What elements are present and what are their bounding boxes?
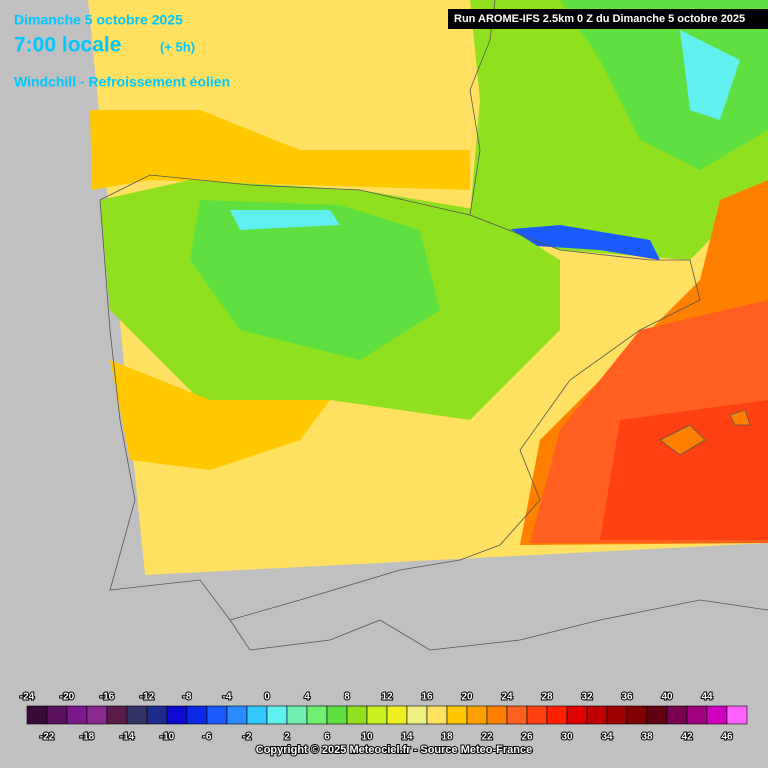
legend-label: 32 [581,692,593,703]
legend-label: 36 [621,692,633,703]
legend: -24-22-20-18-16-14-12-10-8-6-4-202468101… [19,691,748,744]
legend-label: -12 [140,692,155,703]
north-spain-cold [190,200,440,360]
sea-zone [90,110,470,190]
legend-label: -4 [223,692,232,703]
med-warmer [600,400,768,540]
legend-label: -10 [160,732,175,743]
legend-label: 30 [561,732,573,743]
menorca [729,409,751,426]
legend-label: 8 [344,692,350,703]
legend-swatch [226,705,248,725]
legend-swatch [686,705,708,725]
southwest-zone [110,360,330,470]
legend-swatch [646,705,668,725]
time-label: 7:00 locale [14,34,121,57]
legend-swatch [46,705,68,725]
legend-label: 44 [701,692,713,703]
legend-label: 2 [284,732,290,743]
legend-swatch [526,705,548,725]
legend-label: 12 [381,692,393,703]
legend-label: 16 [421,692,433,703]
legend-swatch [626,705,648,725]
coastline-east [229,214,701,621]
legend-label: -16 [100,692,115,703]
run-box [448,9,768,29]
legend-swatch [486,705,508,725]
legend-label: 6 [324,732,330,743]
legend-swatch [546,705,568,725]
legend-swatch [406,705,428,725]
legend-swatch [666,705,688,725]
coastline-south [99,199,768,651]
legend-swatch [606,705,628,725]
legend-swatch [726,705,748,725]
legend-label: 34 [601,732,613,743]
legend-swatch [386,705,408,725]
legend-swatch [86,705,108,725]
legend-swatch [326,705,348,725]
legend-swatch [446,705,468,725]
legend-swatch [426,705,448,725]
legend-label: -2 [243,732,252,743]
copyright: Copyright © 2025 Meteociel.fr - Source M… [256,744,532,756]
legend-label: -8 [183,692,192,703]
legend-label: 0 [264,692,270,703]
run-label: Run AROME-IFS 2.5km 0 Z du Dimanche 5 oc… [454,13,745,25]
legend-swatch [706,705,728,725]
pyrenees [500,225,660,260]
legend-label: 24 [501,692,513,703]
legend-label: -6 [203,732,212,743]
legend-swatch [106,705,128,725]
legend-swatch [346,705,368,725]
legend-label: 14 [401,732,413,743]
legend-swatch [506,705,528,725]
legend-label: 42 [681,732,693,743]
legend-swatch [166,705,188,725]
legend-label: -14 [120,732,135,743]
legend-label: 18 [441,732,453,743]
legend-label: -20 [60,692,75,703]
legend-swatch [566,705,588,725]
legend-swatch [366,705,388,725]
legend-label: 26 [521,732,533,743]
legend-swatch [206,705,228,725]
field-label: Windchill - Refroissement éolien [14,74,230,90]
legend-swatch [146,705,168,725]
legend-swatch [466,705,488,725]
alps-cold [680,30,740,120]
cantabria [230,210,340,230]
legend-label: 22 [481,732,493,743]
legend-swatch [126,705,148,725]
legend-swatch [286,705,308,725]
legend-label: -22 [40,732,55,743]
legend-label: 10 [361,732,373,743]
legend-label: 38 [641,732,653,743]
legend-swatch [186,705,208,725]
legend-label: 20 [461,692,473,703]
legend-swatch [26,705,48,725]
offset-label: (+ 5h) [160,39,195,54]
legend-swatch [66,705,88,725]
mallorca [659,424,706,456]
date-label: Dimanche 5 octobre 2025 [14,12,183,28]
legend-label: 40 [661,692,673,703]
legend-swatch [266,705,288,725]
legend-swatch [306,705,328,725]
legend-label: 46 [721,732,733,743]
legend-label: 28 [541,692,553,703]
legend-swatch [246,705,268,725]
alps-zone [560,0,768,170]
legend-label: -24 [20,692,35,703]
legend-swatch [586,705,608,725]
legend-label: 4 [304,692,310,703]
legend-label: -18 [80,732,95,743]
